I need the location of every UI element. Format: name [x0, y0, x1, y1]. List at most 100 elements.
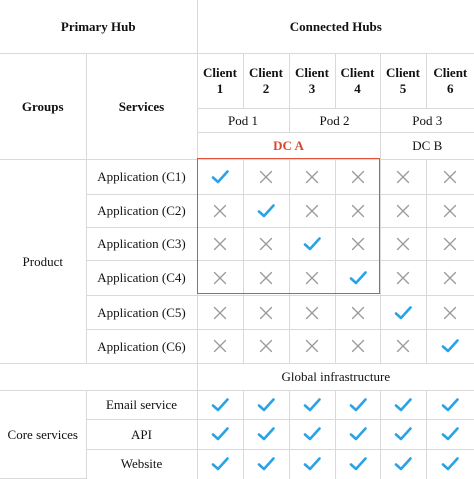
- cross-icon: [440, 167, 460, 187]
- pod-1-label: Pod 1: [197, 107, 290, 134]
- matrix-cell: [242, 448, 290, 479]
- matrix-cell: [425, 193, 474, 229]
- client-number: 3: [308, 80, 316, 96]
- checkmark-icon: [348, 395, 368, 415]
- matrix-cell: [196, 389, 244, 421]
- matrix-cell: [242, 260, 290, 296]
- checkmark-icon: [440, 424, 460, 444]
- table-row: Application (C6): [0, 329, 474, 364]
- cross-icon: [302, 303, 322, 323]
- cross-icon: [256, 167, 276, 187]
- client-number: 4: [354, 80, 361, 96]
- cross-icon: [348, 167, 368, 187]
- matrix-cell: [242, 227, 290, 262]
- client-label: Client: [295, 65, 329, 81]
- client-6-header: Client 6: [425, 53, 474, 109]
- matrix-cell: [425, 448, 474, 479]
- checkmark-icon: [393, 395, 413, 415]
- cross-icon: [348, 234, 368, 254]
- matrix-cell: [334, 419, 381, 450]
- matrix-cell: [196, 193, 244, 229]
- checkmark-icon: [393, 454, 413, 474]
- table-row: Application (C2): [0, 193, 474, 229]
- matrix-cell: [242, 419, 290, 450]
- table-row: Website: [0, 448, 474, 479]
- client-number: 5: [399, 80, 407, 96]
- matrix-cell: [196, 159, 244, 195]
- cross-icon: [210, 268, 230, 288]
- matrix-cell: [334, 294, 381, 331]
- empty-cell: [0, 362, 198, 391]
- checkmark-icon: [440, 454, 460, 474]
- checkmark-icon: [210, 424, 230, 444]
- service-name: Application (C4): [86, 260, 198, 296]
- matrix-cell: [379, 159, 427, 195]
- client-label: Client: [340, 65, 375, 81]
- client-label: Client: [249, 65, 283, 81]
- services-header: Services: [85, 53, 198, 161]
- matrix-cell: [196, 294, 244, 331]
- matrix-cell: [425, 329, 474, 364]
- matrix-cell: [425, 260, 474, 296]
- matrix-cell: [379, 329, 427, 364]
- checkmark-icon: [210, 454, 230, 474]
- cross-icon: [210, 201, 230, 221]
- cross-icon: [256, 234, 276, 254]
- matrix-cell: [334, 260, 381, 296]
- group-product: Product: [0, 159, 87, 364]
- client-1-header: Client 1: [196, 53, 244, 109]
- cross-icon: [440, 201, 460, 221]
- service-name: Application (C1): [85, 159, 198, 195]
- matrix-cell: [242, 159, 290, 195]
- pod-3-label: Pod 3: [379, 107, 474, 134]
- checkmark-icon: [210, 395, 230, 415]
- matrix-cell: [379, 294, 427, 331]
- checkmark-icon: [302, 454, 322, 474]
- cross-icon: [348, 336, 368, 356]
- matrix-cell: [425, 294, 474, 331]
- cross-icon: [393, 201, 413, 221]
- client-number: 2: [262, 80, 270, 96]
- matrix-cell: [288, 260, 336, 296]
- matrix-cell: [379, 193, 427, 229]
- client-label: Client: [433, 65, 468, 81]
- matrix-cell: [196, 227, 244, 262]
- global-infra-row: Global infrastructure: [0, 362, 474, 391]
- client-number: 1: [216, 80, 224, 96]
- matrix-cell: [288, 294, 336, 331]
- dc-a-label: DC A: [197, 131, 381, 161]
- matrix-cell: [425, 159, 474, 195]
- checkmark-icon: [348, 454, 368, 474]
- matrix-cell: [334, 159, 381, 195]
- matrix-cell: [334, 329, 381, 364]
- cross-icon: [440, 234, 460, 254]
- cross-icon: [393, 167, 413, 187]
- matrix-cell: [379, 448, 427, 479]
- service-name: API: [86, 419, 198, 450]
- service-name: Application (C3): [86, 227, 198, 262]
- matrix-cell: [379, 227, 427, 262]
- checkmark-icon: [393, 424, 413, 444]
- groups-header: Groups: [0, 53, 87, 161]
- table-row: Product Application (C1): [0, 159, 474, 364]
- table-row: API: [0, 419, 474, 450]
- cross-icon: [210, 303, 230, 323]
- matrix-cell: [288, 419, 336, 450]
- checkmark-icon: [348, 424, 368, 444]
- cross-icon: [302, 268, 322, 288]
- matrix-cell: [242, 329, 290, 364]
- matrix-cell: [425, 227, 474, 262]
- client-2-header: Client 2: [242, 53, 290, 109]
- primary-hub-header: Primary Hub: [0, 0, 198, 55]
- client-number: 6: [447, 80, 454, 96]
- service-name: Website: [86, 448, 198, 479]
- matrix-cell: [379, 260, 427, 296]
- matrix-cell: [334, 227, 381, 262]
- matrix-cell: [288, 227, 336, 262]
- service-name: Email service: [85, 389, 198, 421]
- matrix-cell: [288, 193, 336, 229]
- matrix-cell: [334, 389, 381, 421]
- table-row: Core services Email service: [0, 389, 474, 479]
- pod-2-label: Pod 2: [288, 107, 381, 134]
